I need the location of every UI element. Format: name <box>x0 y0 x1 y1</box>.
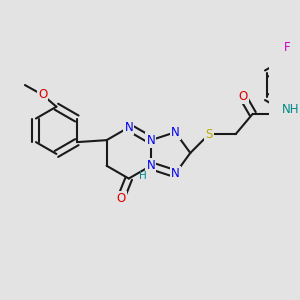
Text: NH: NH <box>282 103 300 116</box>
Text: O: O <box>116 192 125 205</box>
Text: F: F <box>284 41 290 54</box>
Text: N: N <box>124 121 133 134</box>
Text: S: S <box>206 128 213 141</box>
Text: N: N <box>171 126 180 139</box>
Text: H: H <box>139 171 147 181</box>
Text: O: O <box>238 90 248 103</box>
Text: N: N <box>171 167 180 180</box>
Text: O: O <box>38 88 47 101</box>
Text: N: N <box>146 134 155 147</box>
Text: N: N <box>146 159 155 172</box>
